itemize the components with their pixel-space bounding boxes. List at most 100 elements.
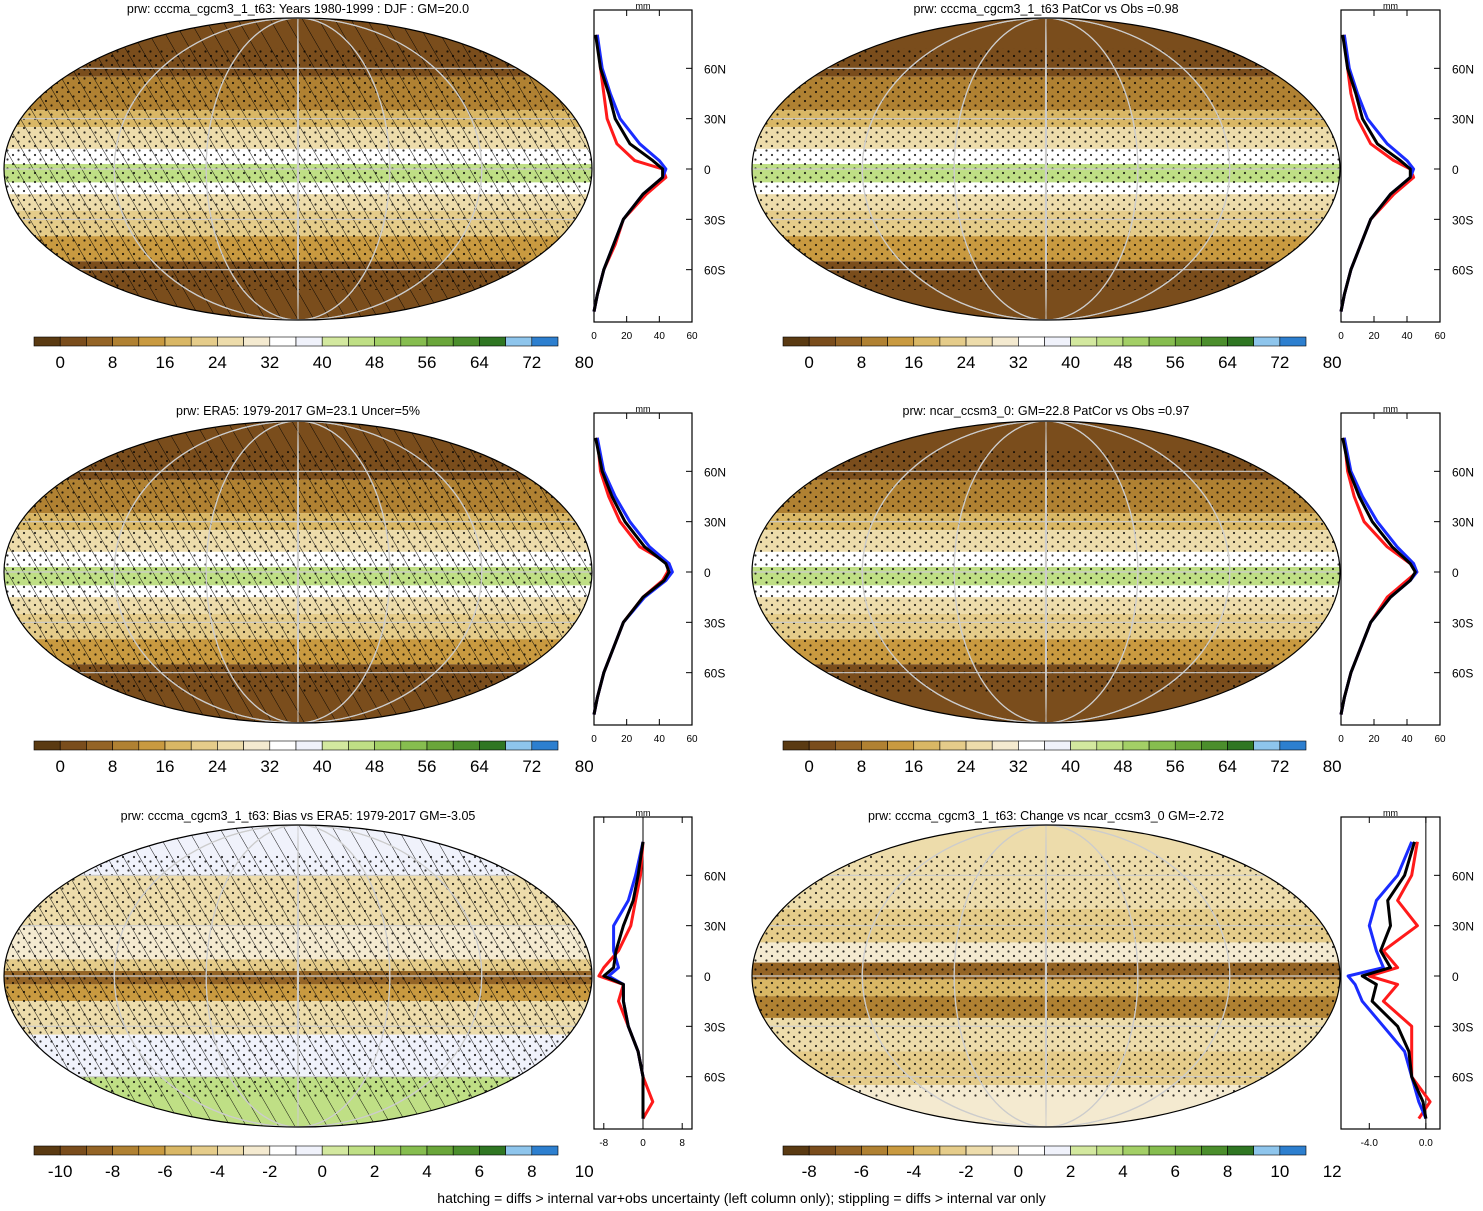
- profile-unit: mm: [1383, 1, 1398, 11]
- colorbar-label: 0: [55, 353, 64, 372]
- colorbar-box: [217, 1145, 244, 1156]
- colorbar-box: [112, 740, 140, 751]
- colorbar-label: 0: [804, 757, 813, 776]
- profile-ytick-label: 30N: [1452, 113, 1474, 127]
- graticule-lon: [113, 18, 483, 320]
- map-outline: [3, 824, 593, 1128]
- colorbar-box: [1070, 1145, 1098, 1156]
- colorbar-label: 64: [470, 757, 489, 776]
- profile-xtick-label: 40: [654, 331, 666, 342]
- colorbar-box: [1279, 336, 1307, 347]
- colorbar-label: 10: [575, 1162, 594, 1181]
- colorbar-box: [348, 336, 375, 347]
- colorbar-label: 48: [365, 353, 384, 372]
- colorbar-box: [1227, 1145, 1255, 1156]
- graticule-lon: [1044, 18, 1048, 320]
- profile-xtick-label: 0: [591, 331, 597, 342]
- colorbar-label: 0: [804, 353, 813, 372]
- colorbar-box: [33, 1145, 61, 1156]
- profile-ytick-label: 30S: [704, 1020, 725, 1034]
- colorbar-label: 6: [1171, 1162, 1180, 1181]
- colorbar-label: 32: [260, 757, 279, 776]
- colorbar-box: [269, 336, 297, 347]
- graticule-lon: [205, 18, 391, 320]
- profile-xtick-label: 0: [591, 734, 597, 745]
- colorbar-box: [834, 1145, 862, 1156]
- colorbar-box: [861, 1145, 888, 1156]
- graticule-lon: [205, 825, 391, 1127]
- map-outline: [751, 824, 1341, 1128]
- colorbar-label: 10: [1270, 1162, 1289, 1181]
- colorbar-box: [59, 740, 87, 751]
- colorbar-box: [426, 740, 454, 751]
- colorbar-box: [1148, 740, 1176, 751]
- profile-axes: mm 0 20 40 60 60N 30N 0 30S 60S: [1338, 1, 1474, 342]
- colorbar-label: 24: [957, 757, 976, 776]
- colorbar-box: [1174, 740, 1202, 751]
- profile-ytick-label: 30S: [704, 616, 725, 630]
- profile-unit: mm: [636, 404, 651, 414]
- panel-top-left: prw: cccma_cgcm3_1_t63: Years 1980-1999 …: [3, 1, 726, 372]
- graticule-lon: [861, 18, 1231, 320]
- colorbar-label: 16: [904, 757, 923, 776]
- profile-xtick-label: -8: [599, 1138, 608, 1149]
- map-field: [752, 18, 1340, 320]
- colorbar-box: [164, 740, 192, 751]
- colorbar-box: [374, 1145, 402, 1156]
- colorbar-box: [531, 740, 559, 751]
- colorbar-label: 24: [208, 353, 227, 372]
- colorbar-box: [1018, 1145, 1045, 1156]
- profile-xtick-label: 20: [621, 331, 633, 342]
- colorbar-label: 48: [1113, 757, 1132, 776]
- map-outline: [3, 420, 593, 724]
- colorbar-box: [321, 1145, 349, 1156]
- colorbar-box: [295, 336, 323, 347]
- panel-bottom-right: prw: cccma_cgcm3_1_t63: Change vs ncar_c…: [751, 808, 1474, 1181]
- colorbar-label: 72: [522, 353, 541, 372]
- graticule-lon: [296, 18, 300, 320]
- panel-top-right: prw: cccma_cgcm3_1_t63 PatCor vs Obs =0.…: [751, 1, 1474, 372]
- colorbar-box: [939, 1145, 967, 1156]
- colorbar-box: [479, 1145, 506, 1156]
- colorbar-box: [1253, 336, 1281, 347]
- profile-xtick-label: 20: [1368, 331, 1380, 342]
- colorbar-label: 0: [1014, 1162, 1023, 1181]
- graticule-lon: [113, 825, 483, 1127]
- profile-unit: mm: [636, 808, 651, 818]
- colorbar-box: [1070, 740, 1098, 751]
- colorbar-box: [452, 740, 480, 751]
- colorbar-box: [112, 1145, 140, 1156]
- colorbar-box: [887, 1145, 915, 1156]
- graticule-lon: [953, 421, 1139, 723]
- colorbar-label: 40: [313, 353, 332, 372]
- colorbar-box: [505, 336, 533, 347]
- panel-title: prw: cccma_cgcm3_1_t63 PatCor vs Obs =0.…: [913, 2, 1178, 16]
- colorbar-box: [1227, 336, 1255, 347]
- profile-frame: [593, 9, 693, 323]
- colorbar-box: [1096, 740, 1124, 751]
- colorbar-box: [782, 740, 810, 751]
- colorbar-box: [59, 1145, 87, 1156]
- profile-xtick-label: 20: [1368, 734, 1380, 745]
- graticule-lon: [1044, 825, 1048, 1127]
- map-field: [4, 825, 592, 1127]
- colorbar-box: [808, 336, 836, 347]
- colorbar-label: 80: [575, 353, 594, 372]
- colorbar-label: 32: [1009, 757, 1028, 776]
- profile-ytick-label: 30N: [704, 516, 726, 530]
- colorbar-label: -8: [105, 1162, 120, 1181]
- colorbar-label: 0: [317, 1162, 326, 1181]
- colorbar-box: [913, 336, 941, 347]
- profile-ytick-label: 60S: [1452, 264, 1473, 278]
- colorbar-box: [782, 1145, 810, 1156]
- profile-ytick-label: 30N: [1452, 920, 1474, 934]
- profile-axes: mm -4.0 0.0 60N 30N 0 30S 60S: [1340, 808, 1474, 1149]
- profile-ytick-label: 30S: [1452, 616, 1473, 630]
- colorbar-box: [138, 1145, 166, 1156]
- graticule-lon: [296, 421, 300, 723]
- colorbar-box: [1096, 336, 1124, 347]
- panel-title: prw: ERA5: 1979-2017 GM=23.1 Uncer=5%: [176, 404, 420, 418]
- profile-unit: mm: [1383, 808, 1398, 818]
- colorbar-box: [243, 336, 271, 347]
- profile-ytick-label: 60N: [704, 62, 726, 76]
